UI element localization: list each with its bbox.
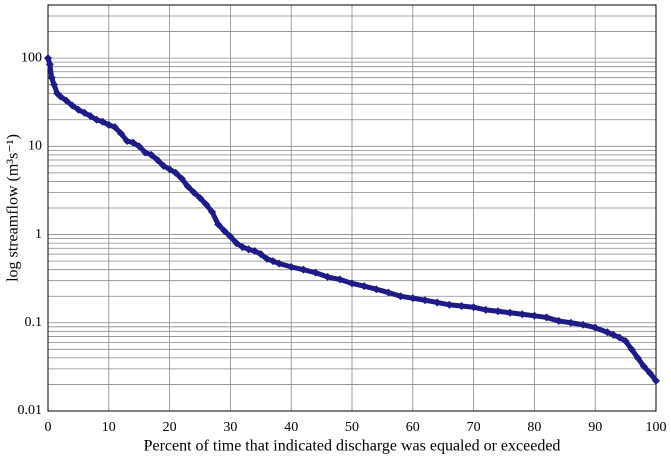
data-point [68, 101, 77, 110]
x-tick-label: 40 [284, 420, 298, 435]
x-tick-label: 80 [527, 420, 541, 435]
data-point [110, 123, 119, 132]
data-point [603, 328, 612, 337]
data-point [50, 80, 59, 89]
data-point [153, 156, 162, 165]
data-point [299, 265, 308, 274]
y-axis-label: log streamflow (m³s⁻¹) [5, 134, 22, 282]
data-point [493, 307, 502, 316]
data-point [256, 250, 265, 259]
data-point [244, 245, 253, 254]
data-point [457, 301, 466, 310]
data-point [591, 323, 600, 332]
data-point [652, 376, 660, 385]
data-point [226, 232, 235, 241]
x-tick-label: 70 [467, 420, 481, 435]
data-point [220, 226, 229, 235]
data-point [196, 193, 204, 202]
data-point [56, 92, 65, 101]
data-point [633, 353, 642, 362]
data-point [80, 108, 89, 117]
data-point [469, 303, 478, 312]
data-point [445, 300, 454, 309]
data-point [62, 96, 71, 105]
data-point [74, 105, 83, 114]
x-tick-label: 90 [588, 420, 602, 435]
data-point [159, 161, 168, 170]
data-point [579, 320, 588, 329]
data-point [177, 174, 186, 183]
data-point [141, 148, 150, 157]
data-point [396, 292, 405, 301]
data-point [323, 273, 332, 282]
data-point [542, 313, 551, 322]
data-point [202, 200, 211, 209]
x-tick-label: 50 [345, 420, 359, 435]
data-point [47, 73, 56, 82]
data-point [104, 120, 113, 129]
data-point [171, 168, 180, 177]
data-point [554, 316, 563, 325]
data-point [86, 112, 95, 121]
data-point [232, 239, 241, 248]
y-tick-label: 0.1 [25, 315, 43, 330]
data-point [384, 288, 393, 297]
data-point [183, 182, 192, 191]
data-point [481, 305, 490, 314]
data-point [129, 138, 138, 147]
data-point [506, 308, 515, 317]
data-point [566, 318, 575, 327]
data-point [627, 345, 636, 354]
data-point [98, 117, 107, 126]
data-point [268, 257, 277, 266]
data-point [287, 262, 296, 271]
data-point [420, 296, 429, 305]
x-tick-label: 10 [102, 420, 116, 435]
data-point [147, 150, 156, 159]
data-point [238, 243, 247, 252]
data-point [645, 368, 654, 377]
data-point [408, 294, 417, 303]
data-point [45, 60, 54, 69]
data-point [609, 330, 618, 339]
data-point [335, 275, 344, 284]
data-point [135, 142, 144, 151]
data-point [348, 279, 356, 288]
data-point [208, 208, 217, 217]
data-point [639, 362, 648, 371]
data-point [275, 259, 284, 268]
data-point [433, 298, 442, 307]
data-point [311, 268, 320, 277]
x-tick-label: 60 [406, 420, 420, 435]
data-point [250, 247, 259, 256]
y-tick-label: 0.01 [18, 403, 43, 418]
x-tick-label: 0 [45, 420, 52, 435]
data-point [262, 254, 271, 263]
data-point [518, 310, 527, 319]
data-point [214, 220, 223, 229]
data-point [123, 136, 132, 145]
data-point [621, 337, 630, 346]
plot-frame [47, 4, 657, 412]
data-point [360, 282, 369, 291]
data-point [189, 188, 198, 197]
y-tick-label: 100 [21, 50, 42, 65]
data-point [165, 165, 174, 174]
data-point [92, 115, 101, 124]
y-tick-label: 1 [35, 227, 42, 242]
data-point [372, 285, 381, 294]
data-point [530, 311, 539, 320]
x-tick-label: 30 [223, 420, 237, 435]
x-tick-label: 20 [163, 420, 177, 435]
x-axis-label: Percent of time that indicated discharge… [144, 438, 561, 455]
data-point [116, 129, 125, 138]
data-point [44, 54, 52, 63]
x-tick-label: 100 [646, 420, 667, 435]
data-point [615, 333, 624, 342]
y-tick-label: 10 [28, 139, 42, 154]
